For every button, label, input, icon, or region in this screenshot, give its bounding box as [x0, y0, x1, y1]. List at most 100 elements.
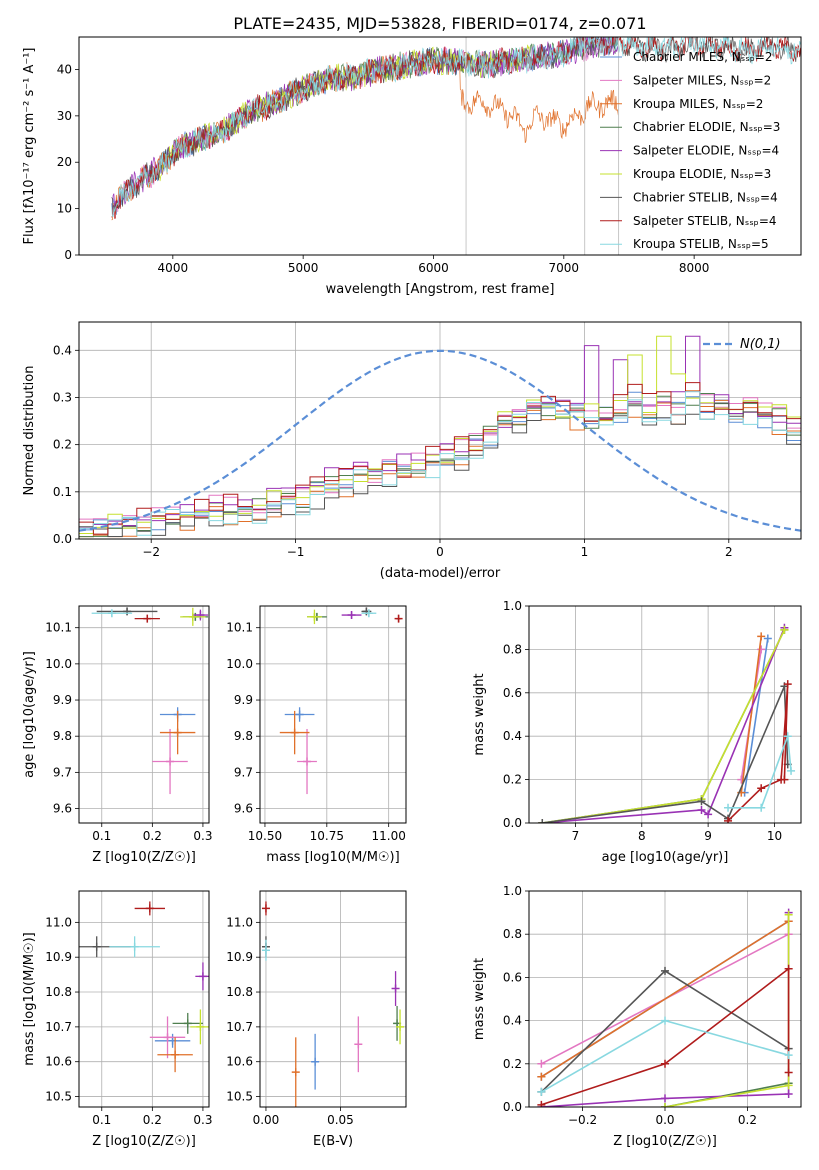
- data-point: [396, 1009, 405, 1045]
- legend-label: Salpeter ELODIE, Nₛₛₚ=4: [633, 144, 779, 158]
- panel-mass_weight_vs_age: 7 8 9 10 0.0 0.2 0.4 0.6 0.8 1.0 age [log10(age/yr…: [472, 599, 802, 865]
- x-tick-label: −0.2: [568, 1113, 597, 1127]
- weight-marker: [661, 1103, 669, 1107]
- y-tick-label: 1.0: [503, 884, 522, 898]
- plot-area: [279, 607, 403, 795]
- x-tick-label: 0.3: [193, 829, 212, 843]
- data-point: [361, 609, 377, 618]
- weight-marker: [780, 625, 789, 634]
- y-tick-label: 0.6: [503, 686, 522, 700]
- weight-marker: [784, 1068, 793, 1077]
- weight-marker: [537, 1087, 546, 1096]
- weight-line: [542, 629, 786, 823]
- spectrum-line: [111, 37, 801, 213]
- x-tick-label: 1: [581, 545, 589, 559]
- weight-marker: [784, 910, 793, 919]
- panel-age_vs_mass: 10.50 10.75 11.00 9.6 9.7 9.8 9.9 10.0 10.1 mass …: [226, 605, 407, 865]
- y-tick-label: 0.0: [53, 532, 72, 546]
- data-point: [195, 962, 209, 991]
- point-marker: [347, 611, 356, 620]
- y-tick-label: 10.0: [45, 657, 72, 671]
- weight-marker: [783, 732, 792, 741]
- y-tick-label: 10.0: [226, 657, 253, 671]
- data-point: [307, 609, 322, 625]
- weight-marker: [780, 775, 789, 784]
- point-marker: [295, 710, 304, 719]
- y-tick-label: 11.0: [45, 915, 72, 929]
- point-marker: [92, 942, 101, 951]
- axes-frame: [528, 605, 802, 824]
- y-tick-label: 0.8: [503, 927, 522, 941]
- x-tick-label: 7000: [549, 261, 580, 275]
- y-tick-label: 10: [57, 202, 72, 216]
- y-tick-label: 10.6: [45, 1055, 72, 1069]
- point-marker: [396, 1022, 405, 1031]
- y-tick-label: 10.5: [45, 1090, 72, 1104]
- y-tick-label: 11.0: [226, 915, 253, 929]
- y-tick-label: 0.0: [503, 816, 522, 830]
- y-axis-label: mass [log10(M/M☉)]: [22, 932, 37, 1065]
- weight-marker: [724, 803, 733, 812]
- axes-frame: [78, 321, 802, 540]
- spectrum-line: [111, 50, 619, 221]
- axes-frame: [78, 36, 802, 256]
- x-tick-label: 0.1: [92, 1113, 111, 1127]
- panel-age_vs_Z: 0.1 0.2 0.3 9.6 9.7 9.8 9.9 10.0 10.1 Z [log10(Z/…: [22, 605, 212, 865]
- weight-marker: [697, 797, 706, 806]
- x-tick-label: 8000: [679, 261, 710, 275]
- x-axis-label: mass [log10(M/M☉)]: [266, 850, 399, 865]
- spectrum-line: [111, 37, 801, 217]
- x-tick-label: 0.3: [193, 1113, 212, 1127]
- y-axis-label: Flux [fλ10⁻¹⁷ erg cm⁻² s⁻¹ A⁻¹]: [22, 48, 37, 245]
- point-marker: [188, 612, 197, 621]
- y-tick-label: 1.0: [503, 599, 522, 613]
- y-tick-label: 0.2: [503, 773, 522, 787]
- data-point: [134, 614, 160, 623]
- point-marker: [196, 1022, 205, 1031]
- data-point: [154, 1033, 191, 1048]
- y-tick-label: 0.6: [503, 970, 522, 984]
- point-marker: [130, 942, 139, 951]
- data-point: [291, 1037, 300, 1107]
- panel-mass_vs_ebv: 0.00 0.05 10.5 10.6 10.7 10.8 10.9 11.0 E(B-V): [226, 890, 407, 1149]
- weight-marker: [724, 816, 733, 823]
- legend-label: Chabrier MILES, Nₛₛₚ=2: [633, 50, 773, 64]
- legend-label: Salpeter STELIB, Nₛₛₚ=4: [633, 214, 777, 228]
- weight-marker: [757, 784, 766, 793]
- point-marker: [198, 972, 207, 981]
- point-marker: [107, 609, 116, 618]
- grid: [79, 322, 801, 540]
- y-tick-label: 10.6: [226, 1055, 253, 1069]
- y-tick-label: 0.8: [503, 642, 522, 656]
- data-point: [96, 607, 158, 616]
- weight-marker: [537, 1072, 546, 1081]
- x-tick-label: 10.50: [248, 829, 282, 843]
- data-point: [109, 936, 160, 958]
- y-tick-label: 0.2: [53, 438, 72, 452]
- data-point: [297, 728, 317, 795]
- weight-marker: [661, 966, 669, 975]
- weight-marker: [784, 1051, 793, 1060]
- y-tick-label: 9.9: [234, 693, 253, 707]
- y-axis-label: mass weight: [472, 958, 487, 1040]
- x-axis-label: wavelength [Angstrom, rest frame]: [326, 282, 555, 297]
- y-axis-label: Normed distribution: [22, 366, 37, 496]
- x-tick-label: 9: [704, 829, 712, 843]
- plot-area: [261, 901, 405, 1107]
- x-tick-label: 0.2: [143, 1113, 162, 1127]
- y-tick-label: 9.7: [53, 765, 72, 779]
- data-point: [157, 1037, 193, 1073]
- y-tick-label: 0.4: [53, 343, 72, 357]
- y-tick-label: 10.7: [226, 1020, 253, 1034]
- weight-marker: [661, 1059, 669, 1068]
- x-tick-label: 2: [725, 545, 733, 559]
- y-axis-label: age [log10(age/yr)]: [22, 651, 37, 778]
- weight-line: [728, 735, 792, 809]
- point-marker: [171, 1050, 180, 1059]
- x-axis-label: (data-model)/error: [380, 566, 501, 581]
- y-tick-label: 9.6: [53, 802, 72, 816]
- data-point: [341, 611, 362, 620]
- point-marker: [310, 612, 319, 621]
- panel-residuals: −2 −1 0 1 2 0.0 0.1 0.2 0.3 0.4 (data-model)/error…: [22, 321, 802, 581]
